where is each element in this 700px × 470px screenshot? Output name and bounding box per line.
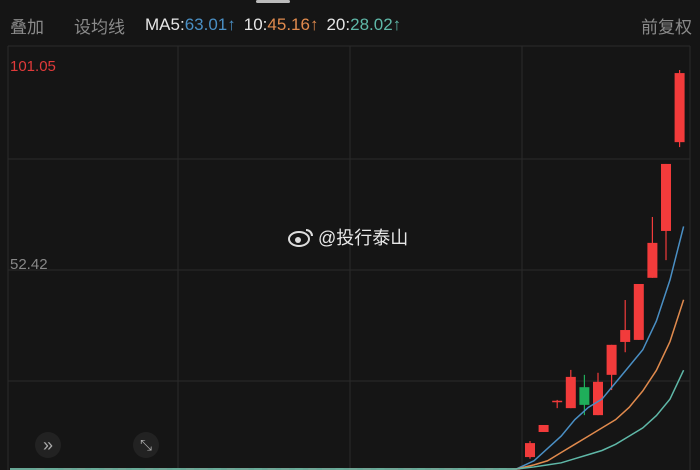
price-max-label: 101.05: [10, 58, 56, 75]
candle-body: [674, 73, 685, 143]
weibo-logo-icon: [288, 229, 313, 247]
candle-body: [565, 376, 576, 409]
ma20-legend: 20:28.02↑: [326, 15, 402, 34]
candle-body: [620, 330, 631, 342]
up-arrow-icon: ↑: [392, 15, 402, 34]
watermark: @投行泰山: [288, 224, 408, 250]
ma10-line: [10, 299, 685, 470]
ma10-legend: 10:45.16↑: [243, 15, 319, 34]
price-mid-label: 52.42: [10, 256, 48, 273]
overlay-button[interactable]: 叠加: [10, 17, 44, 37]
candle-body: [552, 400, 563, 403]
candle-body: [606, 344, 617, 375]
candle-body: [647, 242, 658, 278]
expand-arrows-icon[interactable]: ⤡: [133, 432, 159, 458]
ma5-line: [10, 226, 685, 470]
up-arrow-icon: ↑: [309, 15, 319, 34]
candle-body: [579, 387, 590, 405]
ma5-legend: MA5:63.01↑: [145, 15, 236, 34]
adjust-mode-button[interactable]: 前复权: [641, 17, 692, 37]
candle-body: [661, 163, 671, 231]
ma20-line: [10, 369, 685, 470]
candle-body: [593, 381, 603, 416]
candle-body: [538, 424, 549, 432]
candle-body: [525, 443, 535, 458]
drag-handle[interactable]: [256, 0, 290, 3]
indicator-toolbar: 叠加 设均线 MA5:63.01↑ 10:45.16↑ 20:28.02↑ 前复…: [0, 8, 700, 42]
candlestick-chart[interactable]: [0, 44, 700, 470]
set-ma-button[interactable]: 设均线: [74, 17, 125, 37]
candle-body: [633, 283, 644, 340]
up-arrow-icon: ↑: [227, 15, 236, 34]
double-chevron-right-icon[interactable]: »: [35, 432, 61, 458]
